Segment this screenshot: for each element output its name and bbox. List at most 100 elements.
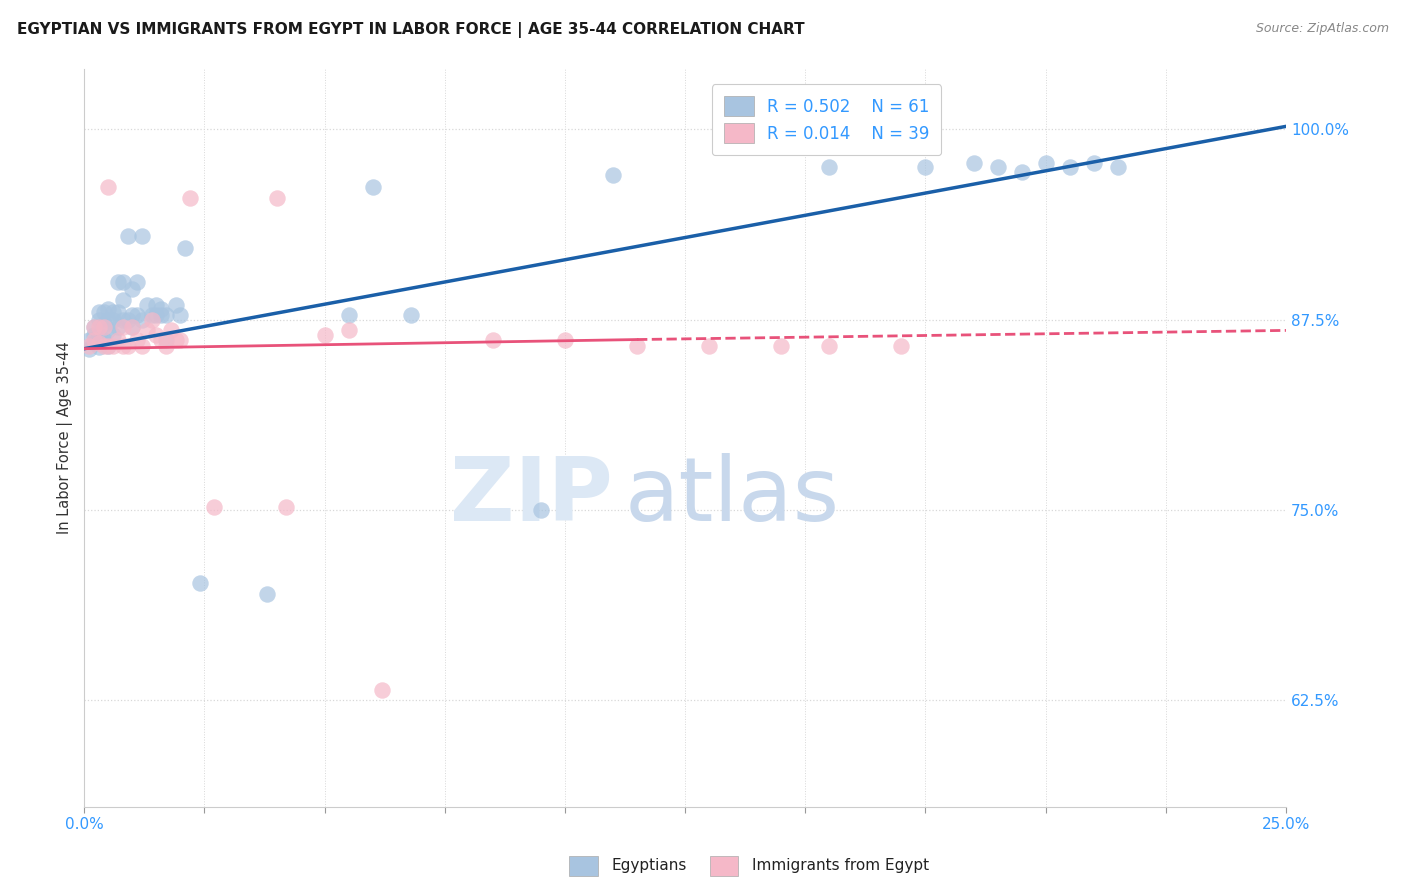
Point [150, 333, 173, 347]
Point [127, 333, 149, 347]
Point [188, 576, 211, 591]
Point [371, 682, 394, 697]
Point [202, 500, 225, 514]
Point [314, 328, 336, 343]
Point [890, 338, 912, 352]
Point [770, 338, 793, 352]
Point [150, 302, 173, 317]
Point [101, 328, 124, 343]
Point [697, 338, 720, 352]
Point [141, 312, 163, 326]
Point [554, 333, 576, 347]
Point [111, 312, 134, 326]
Point [145, 297, 167, 311]
Point [87, 328, 110, 343]
Legend: R = 0.502    N = 61, R = 0.014    N = 39: R = 0.502 N = 61, R = 0.014 N = 39 [711, 84, 941, 155]
Point [337, 323, 360, 337]
Point [87, 320, 110, 334]
Point [602, 168, 624, 182]
Point [1035, 156, 1057, 170]
Point [337, 308, 360, 322]
Point [145, 308, 167, 322]
Point [914, 161, 936, 175]
Point [266, 191, 288, 205]
Point [818, 338, 841, 352]
Point [97, 312, 120, 326]
Point [127, 275, 149, 289]
Text: EGYPTIAN VS IMMIGRANTS FROM EGYPT IN LABOR FORCE | AGE 35-44 CORRELATION CHART: EGYPTIAN VS IMMIGRANTS FROM EGYPT IN LAB… [17, 22, 804, 38]
Text: atlas: atlas [626, 453, 841, 541]
Point [155, 308, 177, 322]
Point [111, 338, 134, 352]
Point [97, 323, 120, 337]
Point [135, 297, 157, 311]
Point [165, 333, 187, 347]
Point [97, 338, 120, 352]
Point [131, 229, 153, 244]
Point [83, 333, 105, 347]
Point [93, 338, 115, 352]
Point [1059, 161, 1081, 175]
Point [101, 338, 124, 352]
Point [101, 305, 124, 319]
Point [155, 338, 177, 352]
Text: Source: ZipAtlas.com: Source: ZipAtlas.com [1256, 22, 1389, 36]
Point [127, 308, 149, 322]
Point [117, 312, 139, 326]
Point [121, 282, 143, 296]
Point [111, 293, 134, 307]
Point [83, 328, 105, 343]
Point [169, 308, 191, 322]
Point [117, 229, 139, 244]
Point [626, 338, 648, 352]
Point [361, 180, 384, 194]
Point [117, 338, 139, 352]
Point [111, 275, 134, 289]
Point [121, 308, 143, 322]
Point [165, 297, 187, 311]
Point [77, 342, 100, 356]
Text: ZIP: ZIP [450, 453, 613, 541]
Point [1011, 165, 1033, 179]
Point [174, 241, 197, 255]
Point [97, 302, 120, 317]
Point [131, 312, 153, 326]
Point [83, 320, 105, 334]
Point [93, 318, 115, 332]
Text: Immigrants from Egypt: Immigrants from Egypt [752, 858, 929, 872]
Point [107, 305, 129, 319]
Point [1083, 156, 1105, 170]
Point [87, 312, 110, 326]
Point [107, 320, 129, 334]
Point [87, 340, 110, 354]
Point [121, 320, 143, 334]
Point [107, 275, 129, 289]
Point [77, 338, 100, 352]
Point [83, 335, 105, 350]
Point [159, 323, 181, 337]
Point [482, 333, 505, 347]
Point [87, 305, 110, 319]
Point [121, 320, 143, 334]
Point [93, 333, 115, 347]
Point [256, 587, 278, 601]
Point [97, 338, 120, 352]
Point [135, 323, 157, 337]
Point [131, 338, 153, 352]
Point [93, 305, 115, 319]
Point [530, 503, 553, 517]
Point [111, 320, 134, 334]
Y-axis label: In Labor Force | Age 35-44: In Labor Force | Age 35-44 [58, 342, 73, 534]
Point [962, 156, 984, 170]
Point [155, 333, 177, 347]
Point [179, 191, 201, 205]
Point [150, 308, 173, 322]
Point [93, 320, 115, 334]
Point [987, 161, 1010, 175]
Text: Egyptians: Egyptians [612, 858, 688, 872]
Point [141, 308, 163, 322]
Point [87, 335, 110, 350]
Point [399, 308, 422, 322]
Point [83, 320, 105, 334]
Point [1107, 161, 1129, 175]
